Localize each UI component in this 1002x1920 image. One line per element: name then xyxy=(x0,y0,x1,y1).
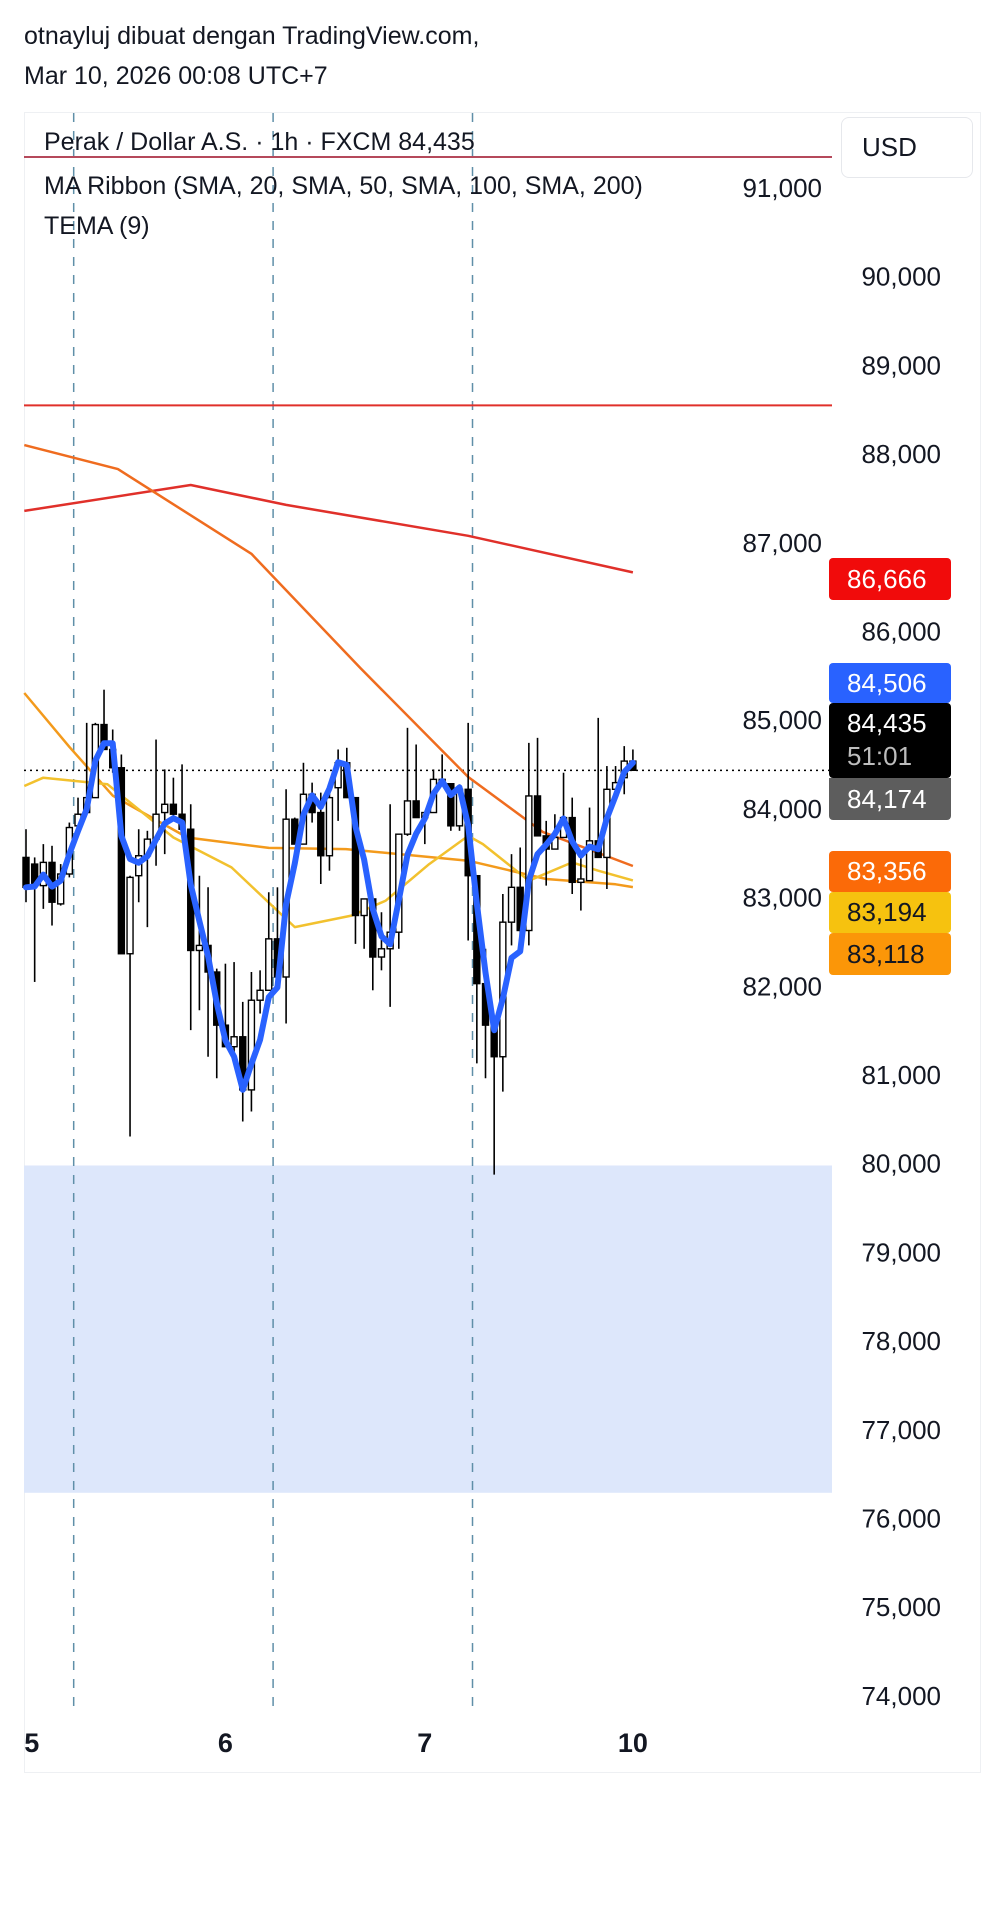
legend-symbol[interactable]: Perak / Dollar A.S. · 1h · FXCM 84,435 xyxy=(44,128,475,156)
y-axis-tick-label: 75,000 xyxy=(861,1592,941,1622)
candle-body-down xyxy=(22,856,30,889)
x-axis-tick-label: 5 xyxy=(24,1728,39,1758)
candle-body-up xyxy=(403,800,412,835)
y-axis-tick-label: 82,000 xyxy=(742,971,822,1001)
candle-body-up xyxy=(135,855,143,877)
y-axis-tick-label: 88,000 xyxy=(861,439,941,469)
candle xyxy=(30,857,39,982)
candle-body-down xyxy=(533,795,542,837)
candle-body-up xyxy=(577,878,585,884)
candle-body-down xyxy=(317,811,325,857)
y-axis-tick-label: 80,000 xyxy=(861,1149,941,1179)
candle xyxy=(533,737,542,837)
y-axis-tick-label: 86,000 xyxy=(861,617,941,647)
candle xyxy=(256,970,264,1014)
last-price-label: 84,435 51:01 xyxy=(829,703,951,778)
candle xyxy=(126,875,134,1137)
x-axis-tick-label: 6 xyxy=(218,1728,233,1758)
candle xyxy=(360,898,368,949)
y-axis-tick-label: 78,000 xyxy=(861,1326,941,1356)
x-axis-tick-label: 7 xyxy=(417,1728,432,1758)
candle xyxy=(577,850,585,911)
sma20-price-label: 83,194 xyxy=(829,892,951,933)
legend-ma-ribbon[interactable]: MA Ribbon (SMA, 20, SMA, 50, SMA, 100, S… xyxy=(44,172,643,200)
candle-body-up xyxy=(325,796,334,857)
y-axis-tick-label: 79,000 xyxy=(861,1237,941,1267)
candle xyxy=(542,820,550,886)
sma100-line xyxy=(23,443,634,868)
candle xyxy=(195,875,204,1011)
candle xyxy=(169,777,178,818)
y-axis-tick-label: 74,000 xyxy=(861,1681,941,1711)
y-axis-tick-label: 83,000 xyxy=(742,883,822,913)
candle xyxy=(377,912,386,971)
candle-body-up xyxy=(230,1036,238,1048)
y-axis-tick-label: 81,000 xyxy=(861,1060,941,1090)
y-axis-tick-label: 77,000 xyxy=(861,1415,941,1445)
prev-close-price-label: 84,174 xyxy=(829,778,951,820)
candle-body-down xyxy=(447,783,455,827)
candle-body-up xyxy=(507,886,516,923)
sma20-line xyxy=(23,776,634,929)
x-axis-tick-label: 10 xyxy=(618,1728,648,1758)
candle xyxy=(117,754,126,955)
candle-body-up xyxy=(195,944,204,952)
candle-body-up xyxy=(585,840,594,882)
chart-frame xyxy=(24,112,981,1773)
candle xyxy=(325,787,334,871)
y-axis-tick-label: 89,000 xyxy=(861,350,941,380)
last-price-value: 84,435 xyxy=(847,708,927,738)
candle xyxy=(143,830,152,928)
legend-tema[interactable]: TEMA (9) xyxy=(44,212,150,240)
candle xyxy=(386,804,394,1007)
y-axis-tick-label: 90,000 xyxy=(861,262,941,292)
candle-body-down xyxy=(351,796,360,917)
candle-body-up xyxy=(265,938,273,991)
bar-countdown: 51:01 xyxy=(847,741,913,771)
candle xyxy=(265,892,273,991)
candle-body-up xyxy=(256,989,264,1001)
candle xyxy=(161,769,169,855)
tema-price-label: 84,506 xyxy=(829,663,951,703)
candle xyxy=(239,1001,247,1122)
candle-body-up xyxy=(247,999,256,1091)
candle-body-up xyxy=(377,948,386,958)
candle xyxy=(22,829,30,903)
candle-body-up xyxy=(360,898,368,917)
candle xyxy=(247,972,256,1112)
candle-body-up xyxy=(126,876,134,955)
sma200-line xyxy=(24,483,634,574)
currency-button[interactable]: USD xyxy=(841,117,973,178)
candle xyxy=(490,1024,498,1175)
candle xyxy=(187,804,195,1031)
candle xyxy=(230,962,238,1057)
y-axis-tick-label: 85,000 xyxy=(742,705,822,735)
attribution-text: otnayluj dibuat dengan TradingView.com, xyxy=(24,22,480,50)
candle-body-down xyxy=(412,800,420,819)
sma50-price-label: 83,118 xyxy=(829,933,951,975)
sma200-price-label: 86,666 xyxy=(829,558,951,600)
candle xyxy=(403,727,412,836)
candle-body-up xyxy=(161,803,169,814)
candle xyxy=(412,744,420,819)
y-axis-tick-label: 87,000 xyxy=(742,528,822,558)
candle xyxy=(507,854,516,946)
candle-body-down xyxy=(117,767,126,955)
sma100-price-label: 83,356 xyxy=(829,851,951,892)
candle xyxy=(135,829,143,903)
y-axis-tick-label: 76,000 xyxy=(861,1504,941,1534)
tema-line xyxy=(23,740,636,1093)
y-axis-tick-label: 91,000 xyxy=(742,173,822,203)
y-axis-tick-label: 84,000 xyxy=(742,794,822,824)
timestamp-text: Mar 10, 2026 00:08 UTC+7 xyxy=(24,62,328,90)
demand-zone xyxy=(24,1165,832,1493)
candle-body-down xyxy=(169,803,178,815)
